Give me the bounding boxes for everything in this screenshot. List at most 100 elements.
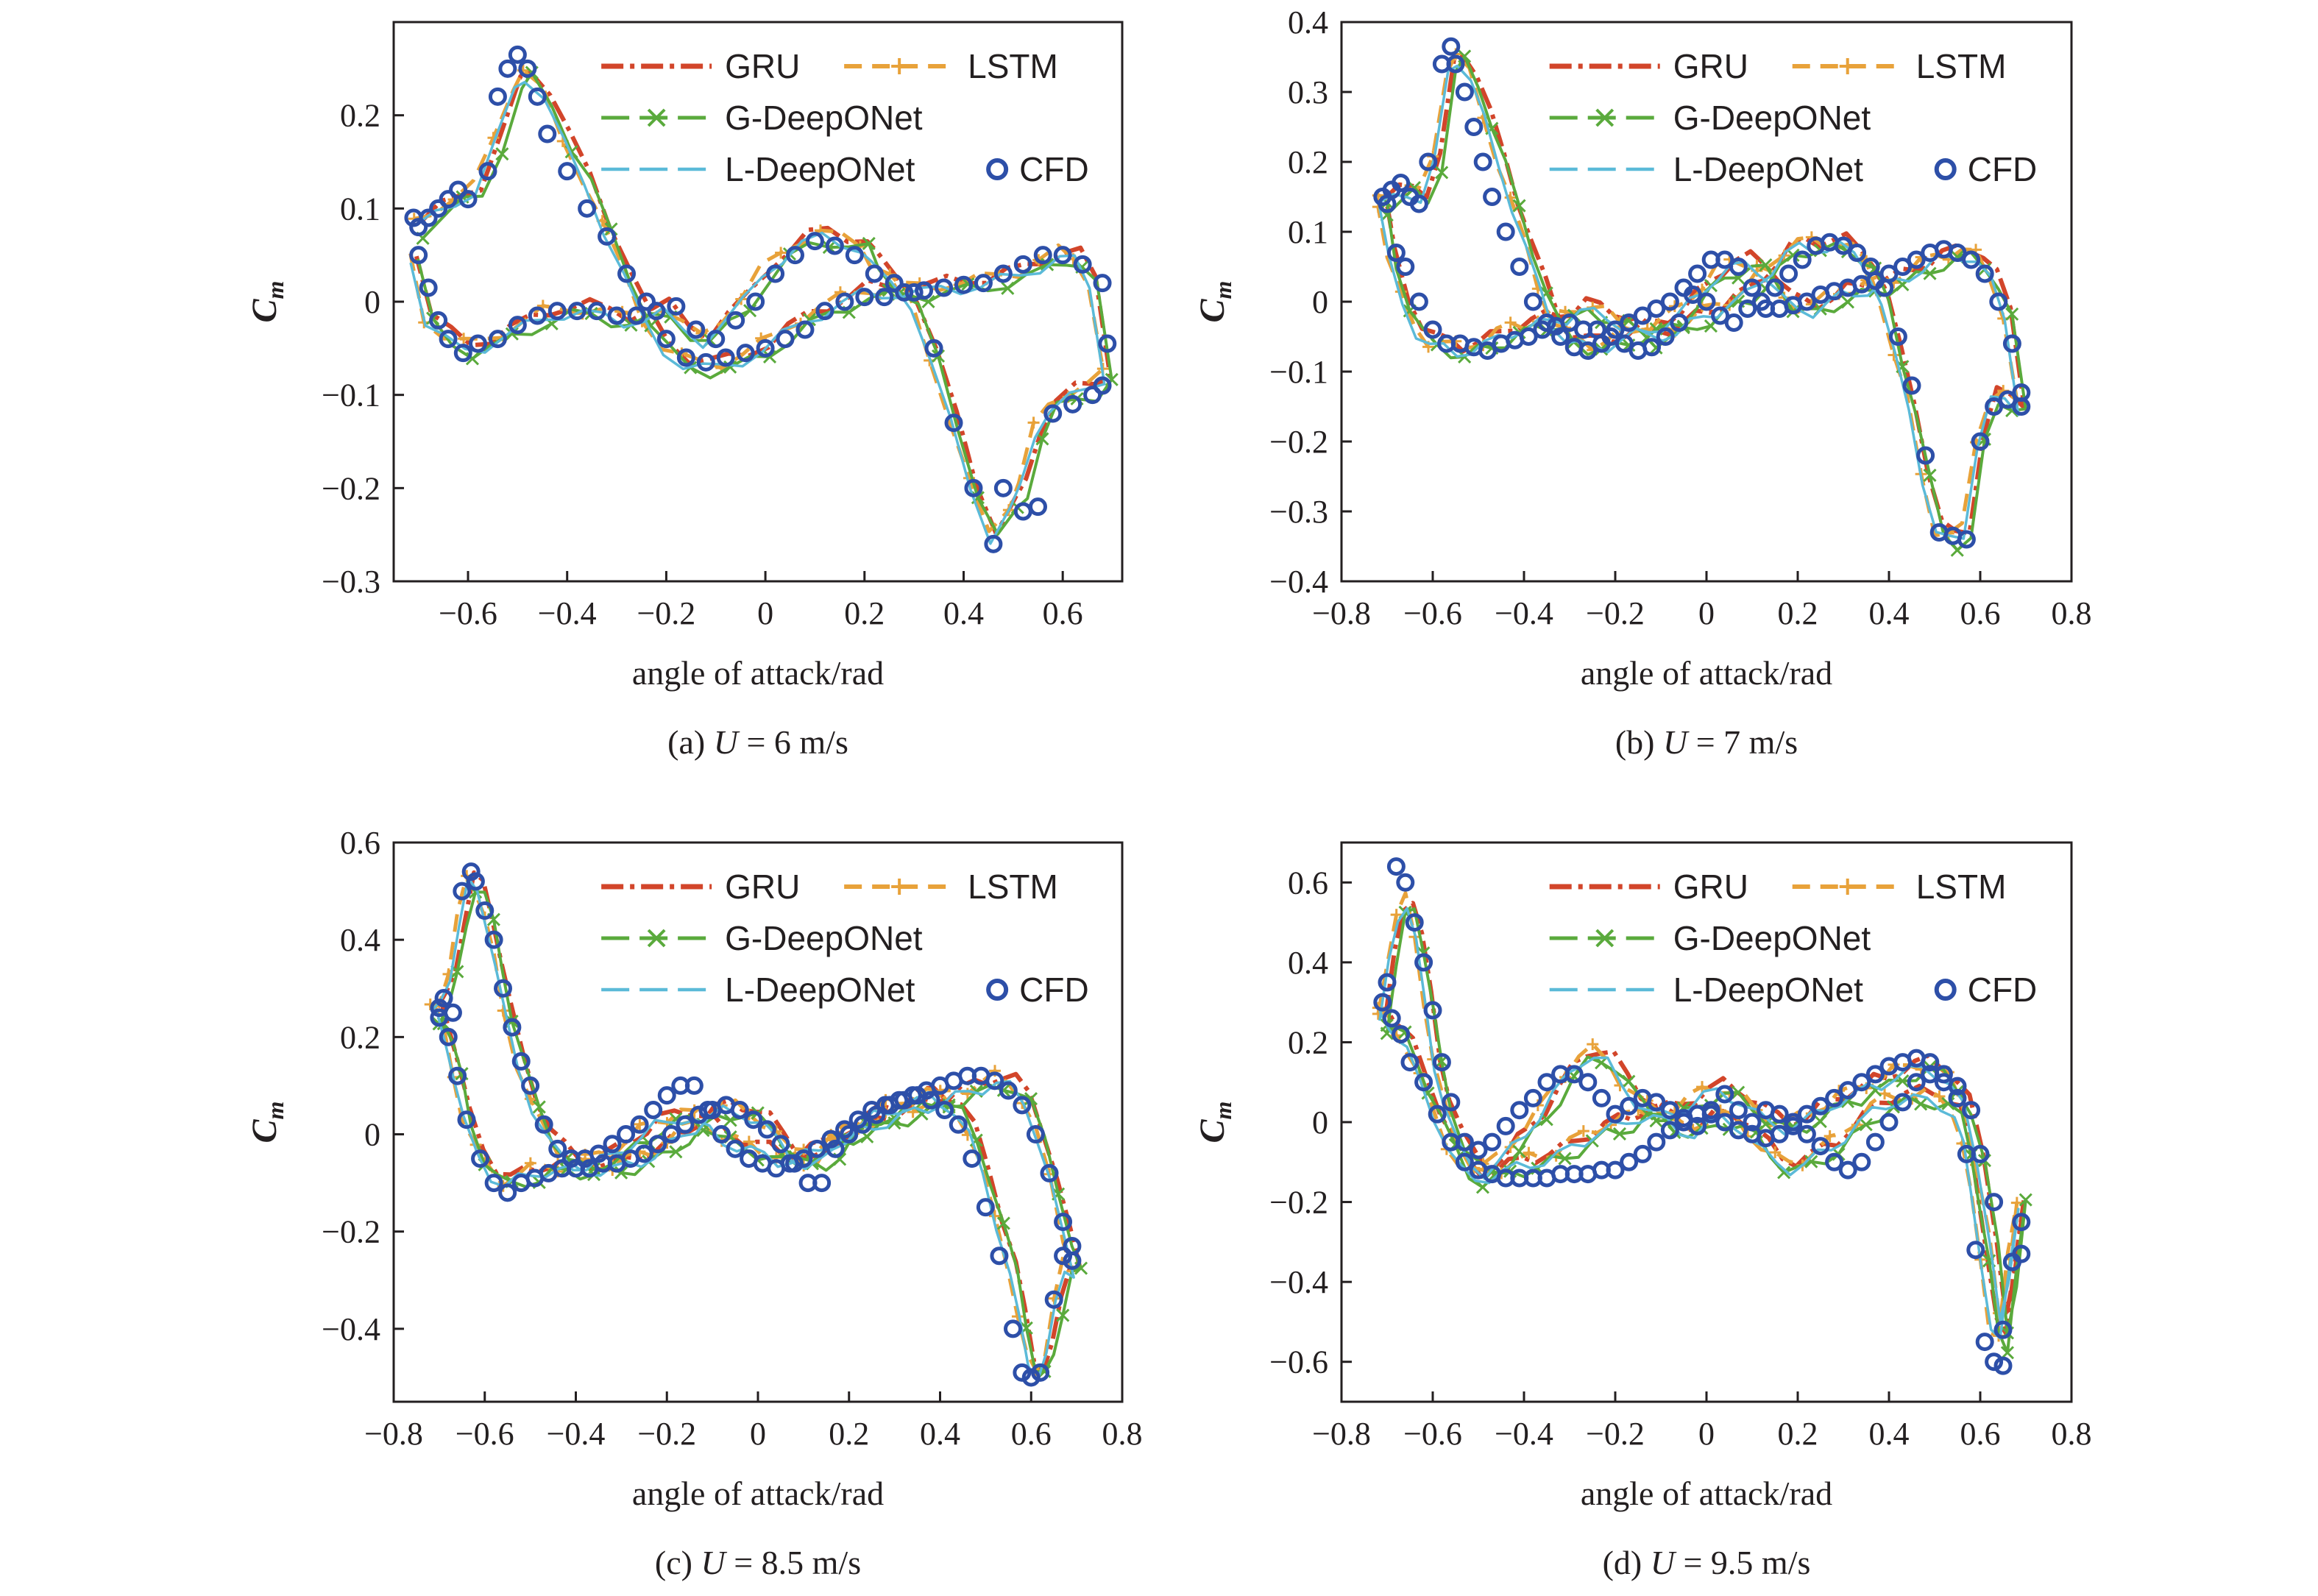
cfd-data-point	[1989, 292, 2008, 311]
cfd-data-point	[1419, 152, 1438, 171]
cfd-data-point	[1743, 278, 1762, 297]
cfd-data-point	[826, 1139, 845, 1158]
cfd-legend-label: CFD	[1019, 971, 1089, 1009]
g_deeponet-point-marker	[1558, 1152, 1572, 1166]
x-tick-label: 0.6	[1960, 1416, 2001, 1452]
cfd-data-point	[726, 1139, 745, 1158]
cfd-data-point	[1483, 1132, 1502, 1152]
cfd-data-point	[1957, 1144, 1976, 1163]
g-deeponet-legend-label: G-DeepONet	[725, 99, 923, 137]
cfd-data-point	[798, 1174, 818, 1193]
y-tick-label: −0.2	[1269, 1185, 1328, 1221]
cfd-data-point	[1523, 292, 1542, 311]
cfd-data-point	[999, 1081, 1018, 1100]
lstm-point-marker	[458, 333, 470, 345]
l-deeponet-legend-label: L-DeepONet	[1673, 971, 1863, 1009]
lstm-point-marker	[634, 1118, 646, 1130]
cfd-data-point	[1386, 244, 1406, 262]
cfd-data-point	[1537, 1073, 1556, 1092]
cfd-data-point	[1620, 1096, 1639, 1116]
cfd-data-point	[656, 330, 676, 349]
cfd-data-point	[644, 1100, 663, 1119]
cfd-data-point	[1492, 334, 1511, 353]
cfd-data-point	[795, 320, 815, 339]
cfd-data-point	[1592, 1088, 1611, 1107]
cfd-data-point	[1962, 1101, 1981, 1120]
cfd-data-point	[865, 264, 884, 283]
cfd-data-point	[617, 1125, 636, 1144]
g_deeponet-point-marker	[2000, 1346, 2015, 1360]
x-tick-label: 0.4	[920, 1416, 960, 1452]
cfd-data-point	[471, 1149, 490, 1168]
cfd-data-point	[1615, 334, 1634, 353]
cfd-data-point	[696, 352, 715, 372]
cfd-data-point	[648, 1135, 667, 1154]
cfd-data-point	[1715, 1113, 1734, 1132]
cfd-data-point	[1948, 244, 1967, 262]
cfd-data-point	[1729, 258, 1748, 276]
cfd-data-point	[1378, 973, 1397, 992]
cfd-data-point	[776, 330, 795, 349]
x-tick-label: −0.6	[1403, 595, 1462, 631]
cfd-data-point	[1921, 1065, 1940, 1084]
cfd-data-point	[924, 338, 943, 358]
x-tick-label: 0	[750, 1416, 766, 1452]
cfd-data-point	[567, 302, 586, 321]
cfd-legend-label: CFD	[1968, 150, 2038, 188]
cfd-data-point	[511, 1174, 531, 1193]
x-tick-label: −0.4	[538, 595, 597, 631]
cfd-data-point	[1948, 1088, 1967, 1107]
cfd-data-point	[439, 190, 458, 209]
x-tick-label: 0.2	[844, 595, 885, 631]
cfd-data-point	[676, 1115, 695, 1134]
x-tick-label: −0.8	[1312, 595, 1371, 631]
g-deeponet-legend-marker	[1595, 108, 1615, 127]
cfd-data-point	[1606, 1104, 1625, 1124]
subplot-c: −0.8 −0.6 −0.4 −0.2 0 0.2 0.4 0.6 0.8 −0.4 −0.2 0 0.…	[245, 825, 1143, 1581]
x-tick-label: 0.2	[1778, 595, 1818, 631]
x-tick-label: 0.6	[1011, 1416, 1052, 1452]
subplot-caption: (b) U = 7 m/s	[1615, 723, 1798, 761]
cfd-data-point	[676, 348, 695, 367]
cfd-data-point	[706, 330, 726, 349]
cfd-data-point	[1093, 274, 1112, 293]
y-tick-label: 0.6	[1288, 865, 1328, 901]
cfd-data-point	[1523, 1088, 1542, 1107]
cfd-data-point	[976, 1198, 995, 1217]
cfd-data-point	[528, 87, 547, 106]
g-deeponet-legend-marker	[1595, 929, 1615, 948]
cfd-data-point	[990, 1246, 1009, 1266]
cfd-data-point	[954, 275, 973, 294]
cfd-data-point	[1620, 1152, 1639, 1171]
cfd-data-point	[1633, 306, 1652, 325]
cfd-data-point	[1469, 1141, 1488, 1160]
cfd-data-point	[607, 306, 626, 325]
cfd-data-point	[409, 218, 428, 237]
lstm-point-marker	[1504, 316, 1517, 329]
cfd-data-point	[1838, 1081, 1857, 1100]
y-tick-label: −0.6	[1269, 1344, 1328, 1380]
cfd-data-point	[1442, 1132, 1461, 1152]
g_deeponet-point-marker	[743, 304, 757, 318]
cfd-data-point	[935, 1100, 954, 1119]
g_deeponet-point-marker	[2005, 307, 2019, 321]
lstm-point-marker	[1769, 1146, 1782, 1159]
y-tick-label: −0.4	[322, 1311, 380, 1347]
cfd-data-point	[598, 227, 617, 246]
cfd-data-point	[1031, 1363, 1050, 1382]
lstm-legend-label: LSTM	[968, 868, 1058, 906]
cfd-data-point	[2012, 1213, 2031, 1232]
x-tick-label: −0.2	[1586, 595, 1645, 631]
y-tick-label: 0.3	[1288, 74, 1328, 110]
x-tick-label: −0.2	[1586, 1416, 1645, 1452]
cfd-data-point	[1013, 1363, 1032, 1382]
y-axis-label: Cm	[245, 281, 288, 323]
cfd-data-point	[1902, 376, 1921, 395]
cfd-data-point	[875, 288, 894, 307]
cfd-data-point	[867, 1105, 886, 1124]
cfd-data-point	[1975, 264, 1994, 283]
cfd-data-point	[1455, 82, 1474, 102]
cfd-data-point	[1875, 278, 1894, 297]
cfd-data-point	[1660, 1121, 1679, 1140]
cfd-data-point	[484, 1174, 503, 1193]
